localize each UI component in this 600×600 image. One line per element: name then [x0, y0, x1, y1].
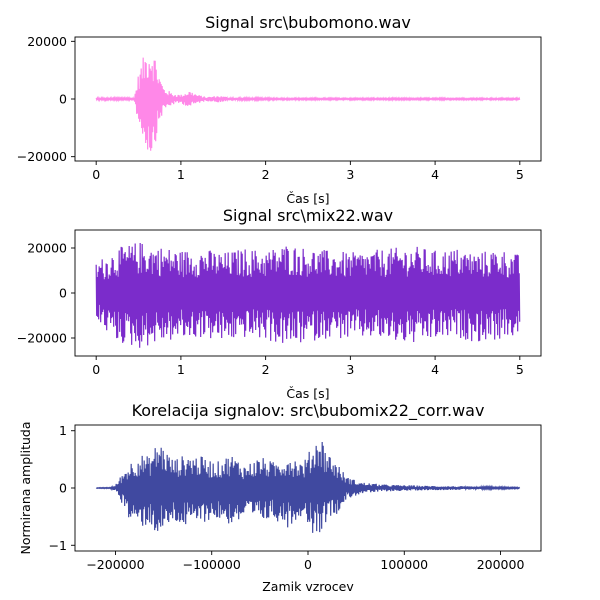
chart-title: Signal src\bubomono.wav [205, 13, 411, 32]
chart-title: Korelacija signalov: src\bubomix22_corr.… [132, 401, 485, 421]
y-tick-label: 0 [59, 481, 67, 496]
x-tick-label: −200000 [86, 557, 144, 572]
y-tick-label: −20000 [17, 149, 67, 164]
signal-line [95, 442, 521, 533]
x-tick-label: 0 [304, 557, 312, 572]
x-tick-label: 4 [431, 362, 439, 377]
x-tick-label: 3 [346, 167, 354, 182]
y-tick-label: 0 [59, 286, 67, 301]
y-tick-label: 20000 [27, 241, 67, 256]
x-axis-label: Zamik vzrocev [262, 579, 354, 594]
x-tick-label: −100000 [183, 557, 241, 572]
x-tick-label: 3 [346, 362, 354, 377]
subplot-1: 0 1 2 3 4 5 20000 0 −20000 Signal src\bubomono.wa… [17, 13, 542, 206]
x-tick-label: 5 [516, 167, 524, 182]
y-tick-label: −20000 [17, 331, 67, 346]
y-tick-label: 20000 [27, 34, 67, 49]
signal-line [95, 243, 521, 348]
x-tick-label: 4 [431, 167, 439, 182]
x-axis-label: Čas [s] [286, 386, 329, 401]
y-axis-label: Normirana amplituda [18, 421, 33, 554]
x-tick-label: 1 [177, 167, 185, 182]
y-tick-label: 1 [59, 423, 67, 438]
chart-title: Signal src\mix22.wav [223, 206, 393, 225]
subplot-2: 0 1 2 3 4 5 20000 0 −20000 Signal src\mix22.wav Ča… [17, 206, 542, 401]
subplot-3: −200000 −100000 0 100000 200000 1 0 −1 Korelacij… [18, 401, 542, 594]
x-tick-label: 0 [92, 167, 100, 182]
x-tick-label: 1 [177, 362, 185, 377]
x-tick-label: 0 [92, 362, 100, 377]
x-tick-label: 5 [516, 362, 524, 377]
y-tick-label: −1 [49, 538, 67, 553]
x-tick-label: 2 [262, 167, 270, 182]
signal-line [95, 57, 521, 151]
x-tick-label: 2 [262, 362, 270, 377]
x-axis-label: Čas [s] [286, 191, 329, 206]
x-tick-label: 100000 [380, 557, 428, 572]
y-tick-label: 0 [59, 92, 67, 107]
x-tick-label: 200000 [477, 557, 525, 572]
